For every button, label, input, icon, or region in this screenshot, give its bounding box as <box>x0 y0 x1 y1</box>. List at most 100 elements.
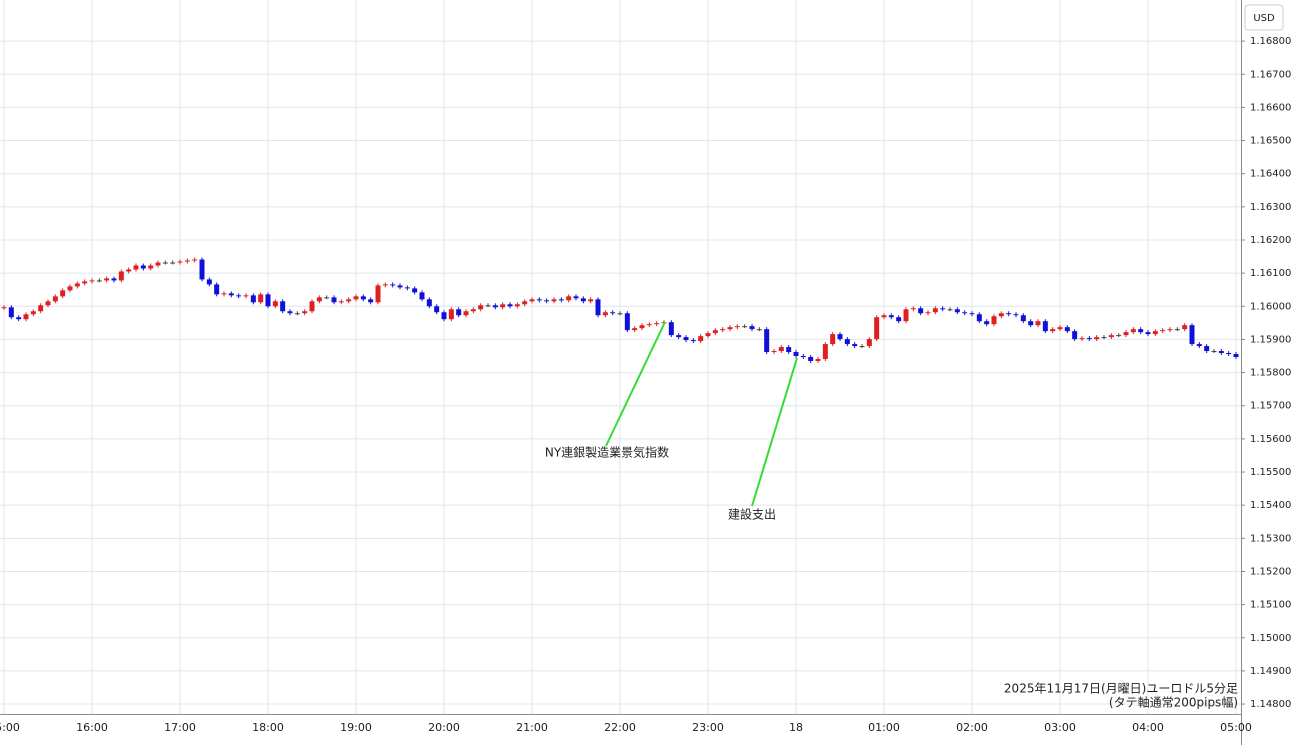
candle-body <box>74 283 80 287</box>
candle-body <box>331 297 337 303</box>
candle-body <box>947 309 953 311</box>
candle-body <box>214 284 220 295</box>
candle-body <box>668 322 674 336</box>
candle-body <box>976 314 982 322</box>
candle-body <box>1123 332 1129 336</box>
candle-body <box>368 299 374 303</box>
grid <box>0 0 1241 714</box>
candle-body <box>859 346 865 348</box>
x-tick-label: 16:00 <box>76 721 108 734</box>
candle-body <box>588 299 594 302</box>
candle-body <box>353 296 359 300</box>
candle-body <box>23 314 29 320</box>
y-tick-label: 1.16400 <box>1250 169 1291 180</box>
candle-body <box>280 301 286 312</box>
candle-body <box>1028 321 1034 326</box>
candle-body <box>170 262 176 264</box>
candle-body <box>96 280 102 282</box>
candle-body <box>294 313 300 315</box>
x-tick-label: 19:00 <box>340 721 372 734</box>
candle-body <box>1233 354 1239 357</box>
candle-body <box>360 296 366 300</box>
y-tick-label: 1.15900 <box>1250 334 1291 345</box>
candle-body <box>536 299 542 301</box>
y-tick-label: 1.16600 <box>1250 102 1291 113</box>
y-tick-label: 1.14800 <box>1250 699 1291 710</box>
candle-body <box>844 339 850 345</box>
x-tick-label: 18:00 <box>252 721 284 734</box>
candle-body <box>544 300 550 302</box>
candle-body <box>1160 330 1166 332</box>
y-tick-label: 1.15400 <box>1250 500 1291 511</box>
candle-body <box>324 297 330 299</box>
candle-body <box>419 292 425 300</box>
candle-body <box>126 269 132 272</box>
candle-body <box>302 311 308 314</box>
candle-body <box>522 301 528 305</box>
candle-body <box>272 301 278 307</box>
candle-body <box>822 344 828 359</box>
x-tick-label: 18 <box>789 721 803 734</box>
candle-body <box>954 309 960 313</box>
y-tick-label: 1.14900 <box>1250 666 1291 677</box>
candle-body <box>639 325 645 329</box>
candle-body <box>866 339 872 347</box>
candle-body <box>991 316 997 325</box>
candle-body <box>184 260 190 262</box>
candle-body <box>734 326 740 328</box>
candle-body <box>1204 346 1210 352</box>
candle-body <box>984 321 990 325</box>
candle-body <box>1116 335 1122 337</box>
candle-body <box>720 329 726 331</box>
y-tick-label: 1.16000 <box>1250 301 1291 312</box>
candle-body <box>1130 329 1136 333</box>
footnote: (タテ軸通常200pips幅) <box>1109 695 1238 710</box>
candle-body <box>1218 351 1224 354</box>
candle-body <box>1072 331 1078 340</box>
candle-body <box>243 295 249 297</box>
candle-body <box>236 295 242 297</box>
candle-body <box>148 265 154 269</box>
candle-body <box>412 288 418 293</box>
y-tick-label: 1.16300 <box>1250 202 1291 213</box>
candle-body <box>925 312 931 314</box>
y-tick-label: 1.16100 <box>1250 268 1291 279</box>
candle-body <box>764 329 770 353</box>
x-tick-label: 05:00 <box>1220 721 1252 734</box>
candle-body <box>1042 321 1048 332</box>
y-tick-label: 1.15800 <box>1250 368 1291 379</box>
x-tick-label: 21:00 <box>516 721 548 734</box>
y-tick-labels: 1.14800 1.14900 1.15000 1.15100 1.15200 1.153… <box>1241 36 1291 710</box>
candle-body <box>1 307 7 309</box>
candle-body <box>60 290 66 297</box>
candle-body <box>162 262 168 264</box>
candle-body <box>1013 314 1019 316</box>
candle-body <box>1196 344 1202 347</box>
annotation-line <box>751 357 798 507</box>
candle-body <box>602 312 608 316</box>
candle-body <box>771 351 777 353</box>
y-tick-label: 1.15100 <box>1250 600 1291 611</box>
y-tick-label: 1.15500 <box>1250 467 1291 478</box>
annotation-text: 建設支出 <box>728 507 776 522</box>
candle-body <box>258 294 264 303</box>
x-tick-label: 01:00 <box>868 721 900 734</box>
candle-body <box>287 311 293 314</box>
candle-body <box>1108 335 1114 338</box>
x-tick-label: 17:00 <box>164 721 196 734</box>
currency-box <box>1244 4 1284 31</box>
candle-body <box>375 285 381 303</box>
candle-body <box>749 326 755 330</box>
x-tick-label: 03:00 <box>1044 721 1076 734</box>
candle-body <box>1138 329 1144 333</box>
candle-body <box>881 315 887 318</box>
candle-body <box>910 308 916 310</box>
candle-body <box>1006 313 1012 315</box>
candle-body <box>837 334 843 340</box>
candle-body <box>1020 315 1026 322</box>
candle-body <box>192 259 198 261</box>
candle-body <box>426 299 432 307</box>
candle-body <box>52 296 58 302</box>
candle-body <box>632 328 638 331</box>
x-tick-labels: 15:00 16:00 17:00 18:00 19:00 20:00 21:00 22:00… <box>0 721 1252 734</box>
